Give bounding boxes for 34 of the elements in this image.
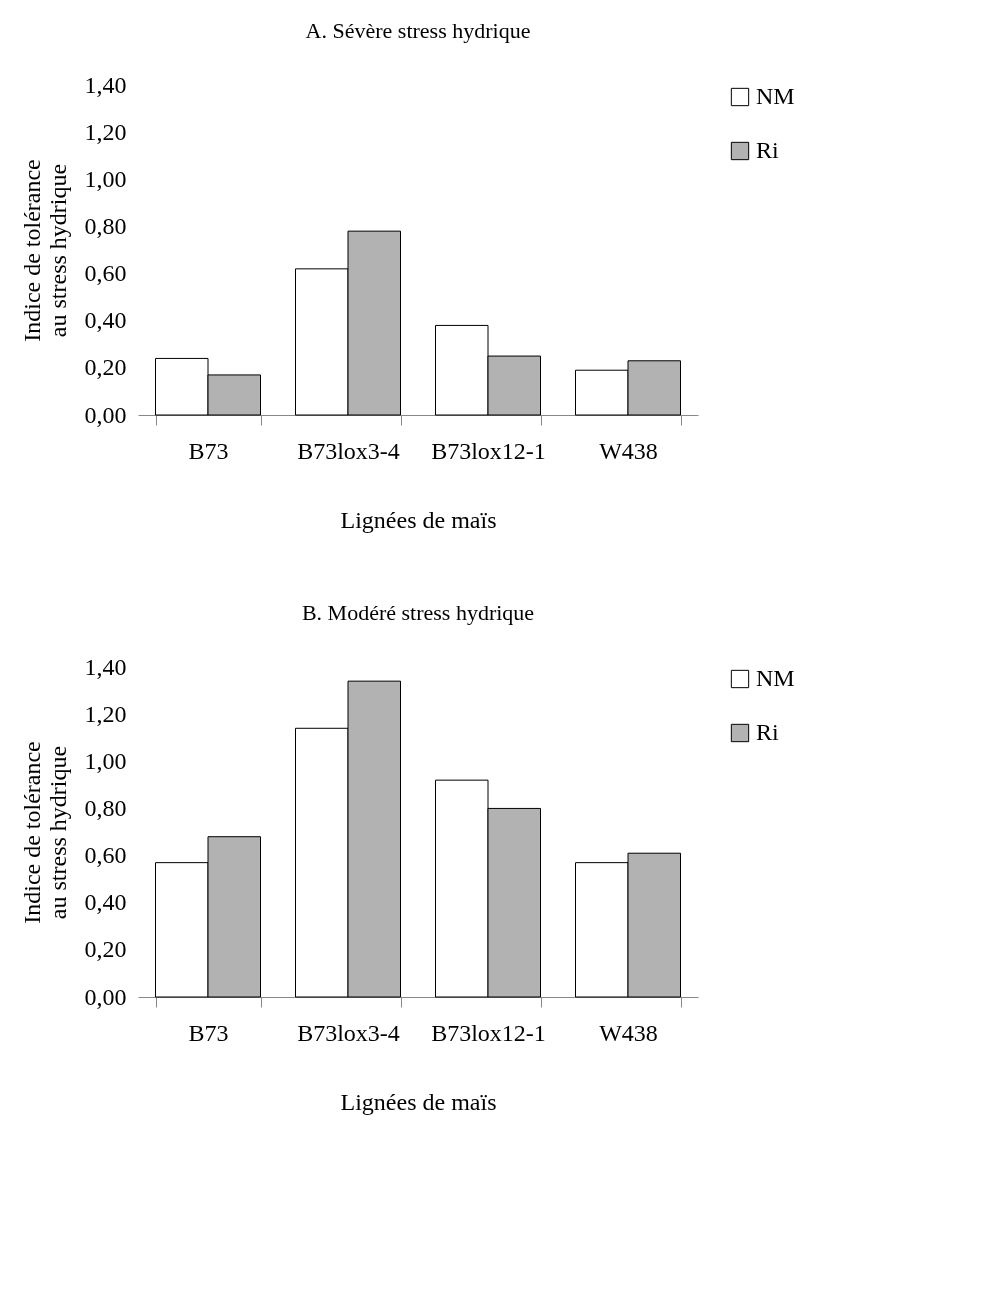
chart-title: A. Sévère stress hydrique xyxy=(305,18,531,43)
y-tick-label: 0,20 xyxy=(84,936,127,963)
x-tick-label: W438 xyxy=(599,437,658,464)
y-tick-label: 1,00 xyxy=(84,747,127,774)
x-tick-label: W438 xyxy=(599,1019,658,1046)
x-tick-label: B73 xyxy=(188,1019,229,1046)
y-axis-title: Indice de tolérance au stress hydrique xyxy=(18,741,71,924)
legend-label: Ri xyxy=(756,137,780,163)
legend-label: Ri xyxy=(756,719,780,745)
x-tick-label: B73lox3-4 xyxy=(297,437,400,464)
x-tick-label: B73lox12-1 xyxy=(431,437,546,464)
x-tick-label: B73lox12-1 xyxy=(431,1019,546,1046)
y-tick-label: 0,40 xyxy=(84,307,127,334)
y-tick-label: 0,80 xyxy=(84,794,127,821)
y-tick-label: 1,20 xyxy=(84,118,127,145)
y-tick-label: 1,40 xyxy=(84,653,127,680)
legend-label: NM xyxy=(756,665,795,691)
y-tick-label: 0,40 xyxy=(84,889,127,916)
y-tick-label: 0,20 xyxy=(84,354,127,381)
x-axis-title: Lignées de maïs xyxy=(340,1088,497,1115)
legend-label: NM xyxy=(756,83,795,109)
y-tick-label: 1,20 xyxy=(84,700,127,727)
y-axis-title: Indice de tolérance au stress hydrique xyxy=(18,159,71,342)
y-tick-label: 0,60 xyxy=(84,842,127,869)
y-tick-label: 0,00 xyxy=(84,401,127,428)
y-tick-label: 0,60 xyxy=(84,260,127,287)
x-tick-label: B73lox3-4 xyxy=(297,1019,400,1046)
chart-title: B. Modéré stress hydrique xyxy=(301,600,535,625)
y-tick-label: 1,40 xyxy=(84,71,127,98)
y-tick-label: 0,80 xyxy=(84,212,127,239)
y-tick-label: 1,00 xyxy=(84,165,127,192)
x-tick-label: B73 xyxy=(188,437,229,464)
x-axis-title: Lignées de maïs xyxy=(340,506,497,533)
y-tick-label: 0,00 xyxy=(84,983,127,1010)
